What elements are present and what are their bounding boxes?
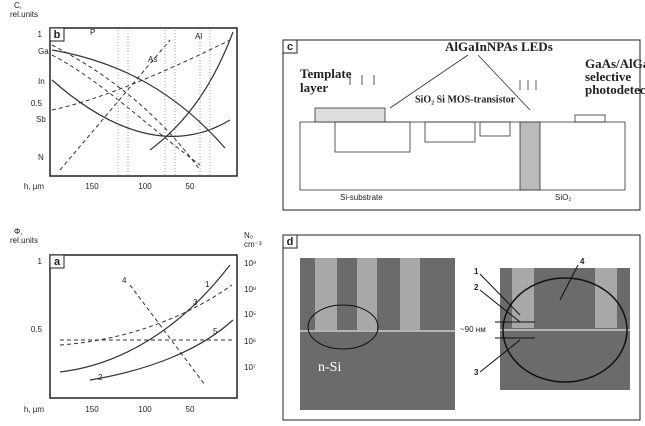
- curves: [59, 264, 235, 386]
- y-title: rel.units: [10, 236, 38, 245]
- y2-tick-label: 10⁸: [244, 285, 256, 294]
- y2-title: N₀: [244, 231, 253, 240]
- panel-label-box: [282, 234, 298, 249]
- gap-label: ~90 нм: [460, 325, 486, 334]
- panel-label-box: [282, 39, 298, 54]
- curve-label: Ga: [38, 47, 49, 56]
- detector-label: GaAs/AlGaAs: [585, 56, 645, 71]
- detector-label: photodetector: [585, 82, 645, 97]
- y-tick-label: 1: [38, 30, 43, 39]
- plot-frame: [49, 254, 238, 399]
- detector-label: selective: [585, 69, 631, 84]
- x-title: h, µm: [24, 405, 45, 414]
- panel-label-box: [49, 254, 65, 269]
- marker: 2: [474, 283, 479, 292]
- curve-label: 2: [98, 373, 103, 382]
- curve-label: 4: [122, 276, 127, 285]
- curve-label: Al: [195, 32, 202, 41]
- x-title: h, µm: [24, 182, 45, 191]
- micrograph-left: [300, 258, 455, 410]
- curve-label: 5: [213, 327, 218, 336]
- panel-label: c: [287, 41, 293, 53]
- template-label: layer: [300, 80, 328, 95]
- device-schematic: [299, 54, 626, 191]
- n-si-label: n-Si: [318, 360, 341, 375]
- curve-label: Sb: [36, 115, 46, 124]
- plot-frame: [49, 27, 238, 177]
- leds-label: AlGaInNPAs LEDs: [445, 39, 553, 54]
- panel-label: a: [54, 256, 61, 268]
- x-tick-label: 50: [186, 182, 195, 191]
- panel-label: b: [54, 29, 61, 41]
- y2-tick-label: 10⁷: [244, 363, 256, 372]
- y-tick-label: 1: [38, 257, 43, 266]
- panel-label-box: [49, 27, 65, 42]
- x-tick-label: 150: [85, 182, 99, 191]
- y-tick-label: 0.5: [31, 99, 43, 108]
- curve-label: 3: [193, 298, 198, 307]
- x-tick-label: 50: [186, 405, 195, 414]
- curve-label: 1: [205, 280, 210, 289]
- panel-frame: [282, 39, 641, 211]
- y2-title: cm⁻³: [244, 240, 262, 249]
- y-tick-label: 0.5: [31, 325, 43, 334]
- curve-label: In: [38, 77, 45, 86]
- mos-label: SiO₂ Si MOS-transistor: [415, 94, 516, 105]
- curves: [51, 30, 234, 175]
- y-title: Φ,: [14, 227, 23, 236]
- y-title: C,: [14, 1, 22, 10]
- micrograph-right: [479, 264, 630, 390]
- panel-label: d: [287, 236, 294, 248]
- x-tick-label: 100: [138, 405, 152, 414]
- curve-label: N: [38, 153, 44, 162]
- curve-label: As: [148, 55, 157, 64]
- substrate-label: Si-substrate: [340, 193, 383, 202]
- oxide-label: SiO₂: [555, 193, 571, 202]
- y2-tick-label: 10⁵: [244, 310, 256, 319]
- y2-tick-label: 10⁹: [244, 259, 256, 268]
- x-tick-label: 150: [85, 405, 99, 414]
- y2-tick-label: 10⁶: [244, 337, 256, 346]
- marker: 4: [580, 257, 585, 266]
- template-label: Template: [300, 66, 352, 81]
- marker: 1: [474, 267, 479, 276]
- y-title: rel.units: [10, 10, 38, 19]
- curve-label: P: [90, 28, 95, 37]
- x-tick-label: 100: [138, 182, 152, 191]
- marker: 3: [474, 368, 479, 377]
